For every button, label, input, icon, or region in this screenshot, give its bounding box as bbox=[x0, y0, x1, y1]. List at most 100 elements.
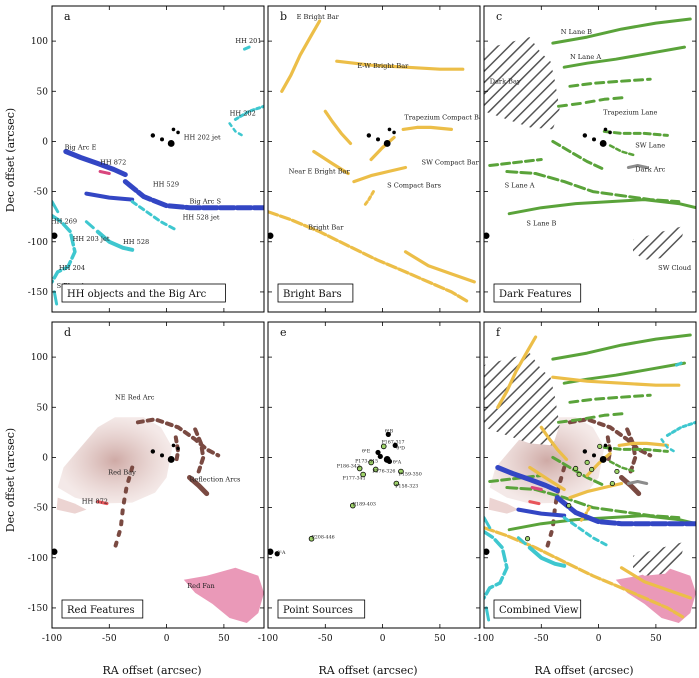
feature-path bbox=[539, 425, 569, 461]
panel-f: f Combined View -100 -50 0 50 bbox=[474, 321, 697, 644]
feature-path bbox=[135, 417, 221, 458]
y-tick-label: 100 bbox=[31, 37, 48, 47]
panel-letter: e bbox=[280, 326, 287, 339]
panel-title: Combined View bbox=[499, 605, 579, 616]
panel-letter: d bbox=[64, 326, 71, 339]
feature-path bbox=[530, 486, 543, 491]
feature-path bbox=[122, 179, 264, 211]
star-marker bbox=[608, 130, 612, 135]
feature-path bbox=[484, 526, 687, 620]
star-marker bbox=[599, 140, 607, 147]
feature-label: HH 872 bbox=[82, 498, 108, 506]
point-source-marker bbox=[576, 471, 582, 478]
panel-f-content bbox=[484, 333, 696, 623]
feature-path bbox=[665, 420, 696, 437]
panel-letter: f bbox=[496, 326, 501, 339]
feature-path bbox=[52, 200, 60, 214]
x-tick-label: -100 bbox=[474, 634, 494, 644]
feature-path bbox=[193, 427, 206, 474]
feature-path bbox=[675, 361, 683, 367]
panel-frame bbox=[51, 321, 265, 629]
feature-path bbox=[528, 465, 566, 492]
ylabel-top: Dec offset (arcsec) bbox=[4, 108, 17, 212]
y-tick-label: 100 bbox=[31, 353, 48, 363]
x-tick-label: -100 bbox=[258, 634, 278, 644]
panel-e-content: θ¹A P208-446 P189-403 P177-341 P186-342 P176-… bbox=[268, 428, 422, 557]
feature-path bbox=[516, 536, 527, 546]
x-tick-label: -50 bbox=[102, 634, 117, 644]
y-tick-label: -100 bbox=[28, 554, 48, 564]
point-source-marker bbox=[386, 458, 393, 465]
star-marker bbox=[484, 232, 490, 239]
star-marker bbox=[167, 140, 175, 147]
feature-path bbox=[557, 95, 629, 108]
star-marker bbox=[603, 443, 608, 448]
y-tick-label: 50 bbox=[37, 87, 49, 97]
panel-d: NE Red Arc Red Bay HH 872 Reflection Arcs Re… bbox=[28, 321, 265, 644]
feature-path bbox=[626, 164, 649, 169]
feature-path bbox=[507, 198, 696, 216]
feature-path bbox=[617, 441, 669, 447]
y-tick-label: -50 bbox=[34, 504, 49, 514]
feature-path bbox=[280, 19, 322, 93]
panel-title-box bbox=[61, 599, 144, 619]
point-source-marker bbox=[372, 466, 379, 473]
feature-label: HH 872 bbox=[100, 159, 126, 167]
panel-frame bbox=[267, 5, 481, 313]
feature-path bbox=[495, 465, 560, 494]
feature-label: SW Lane bbox=[635, 141, 665, 149]
feature-path bbox=[96, 500, 109, 506]
feature-path bbox=[619, 475, 642, 497]
feature-path bbox=[369, 135, 396, 162]
feature-path bbox=[527, 545, 567, 568]
point-source-marker bbox=[584, 459, 590, 466]
feature-path bbox=[312, 149, 350, 176]
point-source-marker bbox=[392, 442, 398, 449]
feature-label: P176-326 bbox=[372, 468, 395, 474]
feature-label: HH 528 jet bbox=[183, 214, 220, 222]
feature-path bbox=[52, 213, 77, 284]
star-marker bbox=[376, 137, 381, 142]
y-tick-label: -50 bbox=[34, 188, 49, 198]
star-marker bbox=[150, 449, 156, 454]
panel-title: Dark Features bbox=[499, 289, 572, 300]
star-marker bbox=[268, 232, 274, 239]
point-source-marker bbox=[597, 443, 603, 449]
feature-region bbox=[484, 37, 560, 130]
feature-path bbox=[233, 104, 264, 121]
feature-path bbox=[619, 566, 692, 600]
feature-label: Red Fan bbox=[187, 582, 215, 590]
feature-region bbox=[489, 417, 605, 504]
feature-label: θ¹A bbox=[277, 550, 286, 556]
feature-path bbox=[352, 165, 408, 184]
point-source-marker bbox=[566, 503, 572, 509]
feature-region bbox=[615, 567, 696, 623]
feature-path bbox=[484, 529, 509, 600]
feature-path bbox=[516, 507, 567, 518]
panel-frame bbox=[483, 5, 697, 313]
point-source-marker bbox=[609, 480, 615, 487]
star-marker bbox=[603, 127, 608, 132]
feature-label: HH 528 bbox=[123, 238, 149, 246]
y-tick-label: 0 bbox=[42, 137, 48, 147]
star-marker bbox=[582, 449, 588, 454]
ylabel-bottom: Dec offset (arcsec) bbox=[4, 428, 17, 532]
point-source-marker bbox=[573, 465, 579, 472]
panel-title-box bbox=[493, 599, 582, 619]
feature-path bbox=[488, 474, 543, 483]
x-tick-label: 0 bbox=[380, 634, 386, 644]
star-marker bbox=[268, 548, 274, 555]
feature-label: Dark Bay bbox=[490, 77, 521, 85]
feature-label: Near E Bright Bar bbox=[289, 168, 351, 176]
feature-path bbox=[63, 149, 128, 178]
panel-frame bbox=[51, 5, 265, 313]
point-source-marker bbox=[349, 502, 356, 509]
x-tick-label: 50 bbox=[434, 634, 446, 644]
star-marker bbox=[176, 130, 180, 135]
feature-label: HH 529 bbox=[153, 181, 179, 189]
star-marker bbox=[160, 453, 165, 458]
feature-region bbox=[484, 353, 560, 446]
panel-c-content: N Lane B N Lane A Dark Bay Trapezium Lane SW… bbox=[484, 17, 696, 272]
x-tick-label: 50 bbox=[650, 634, 662, 644]
feature-path bbox=[605, 435, 613, 466]
